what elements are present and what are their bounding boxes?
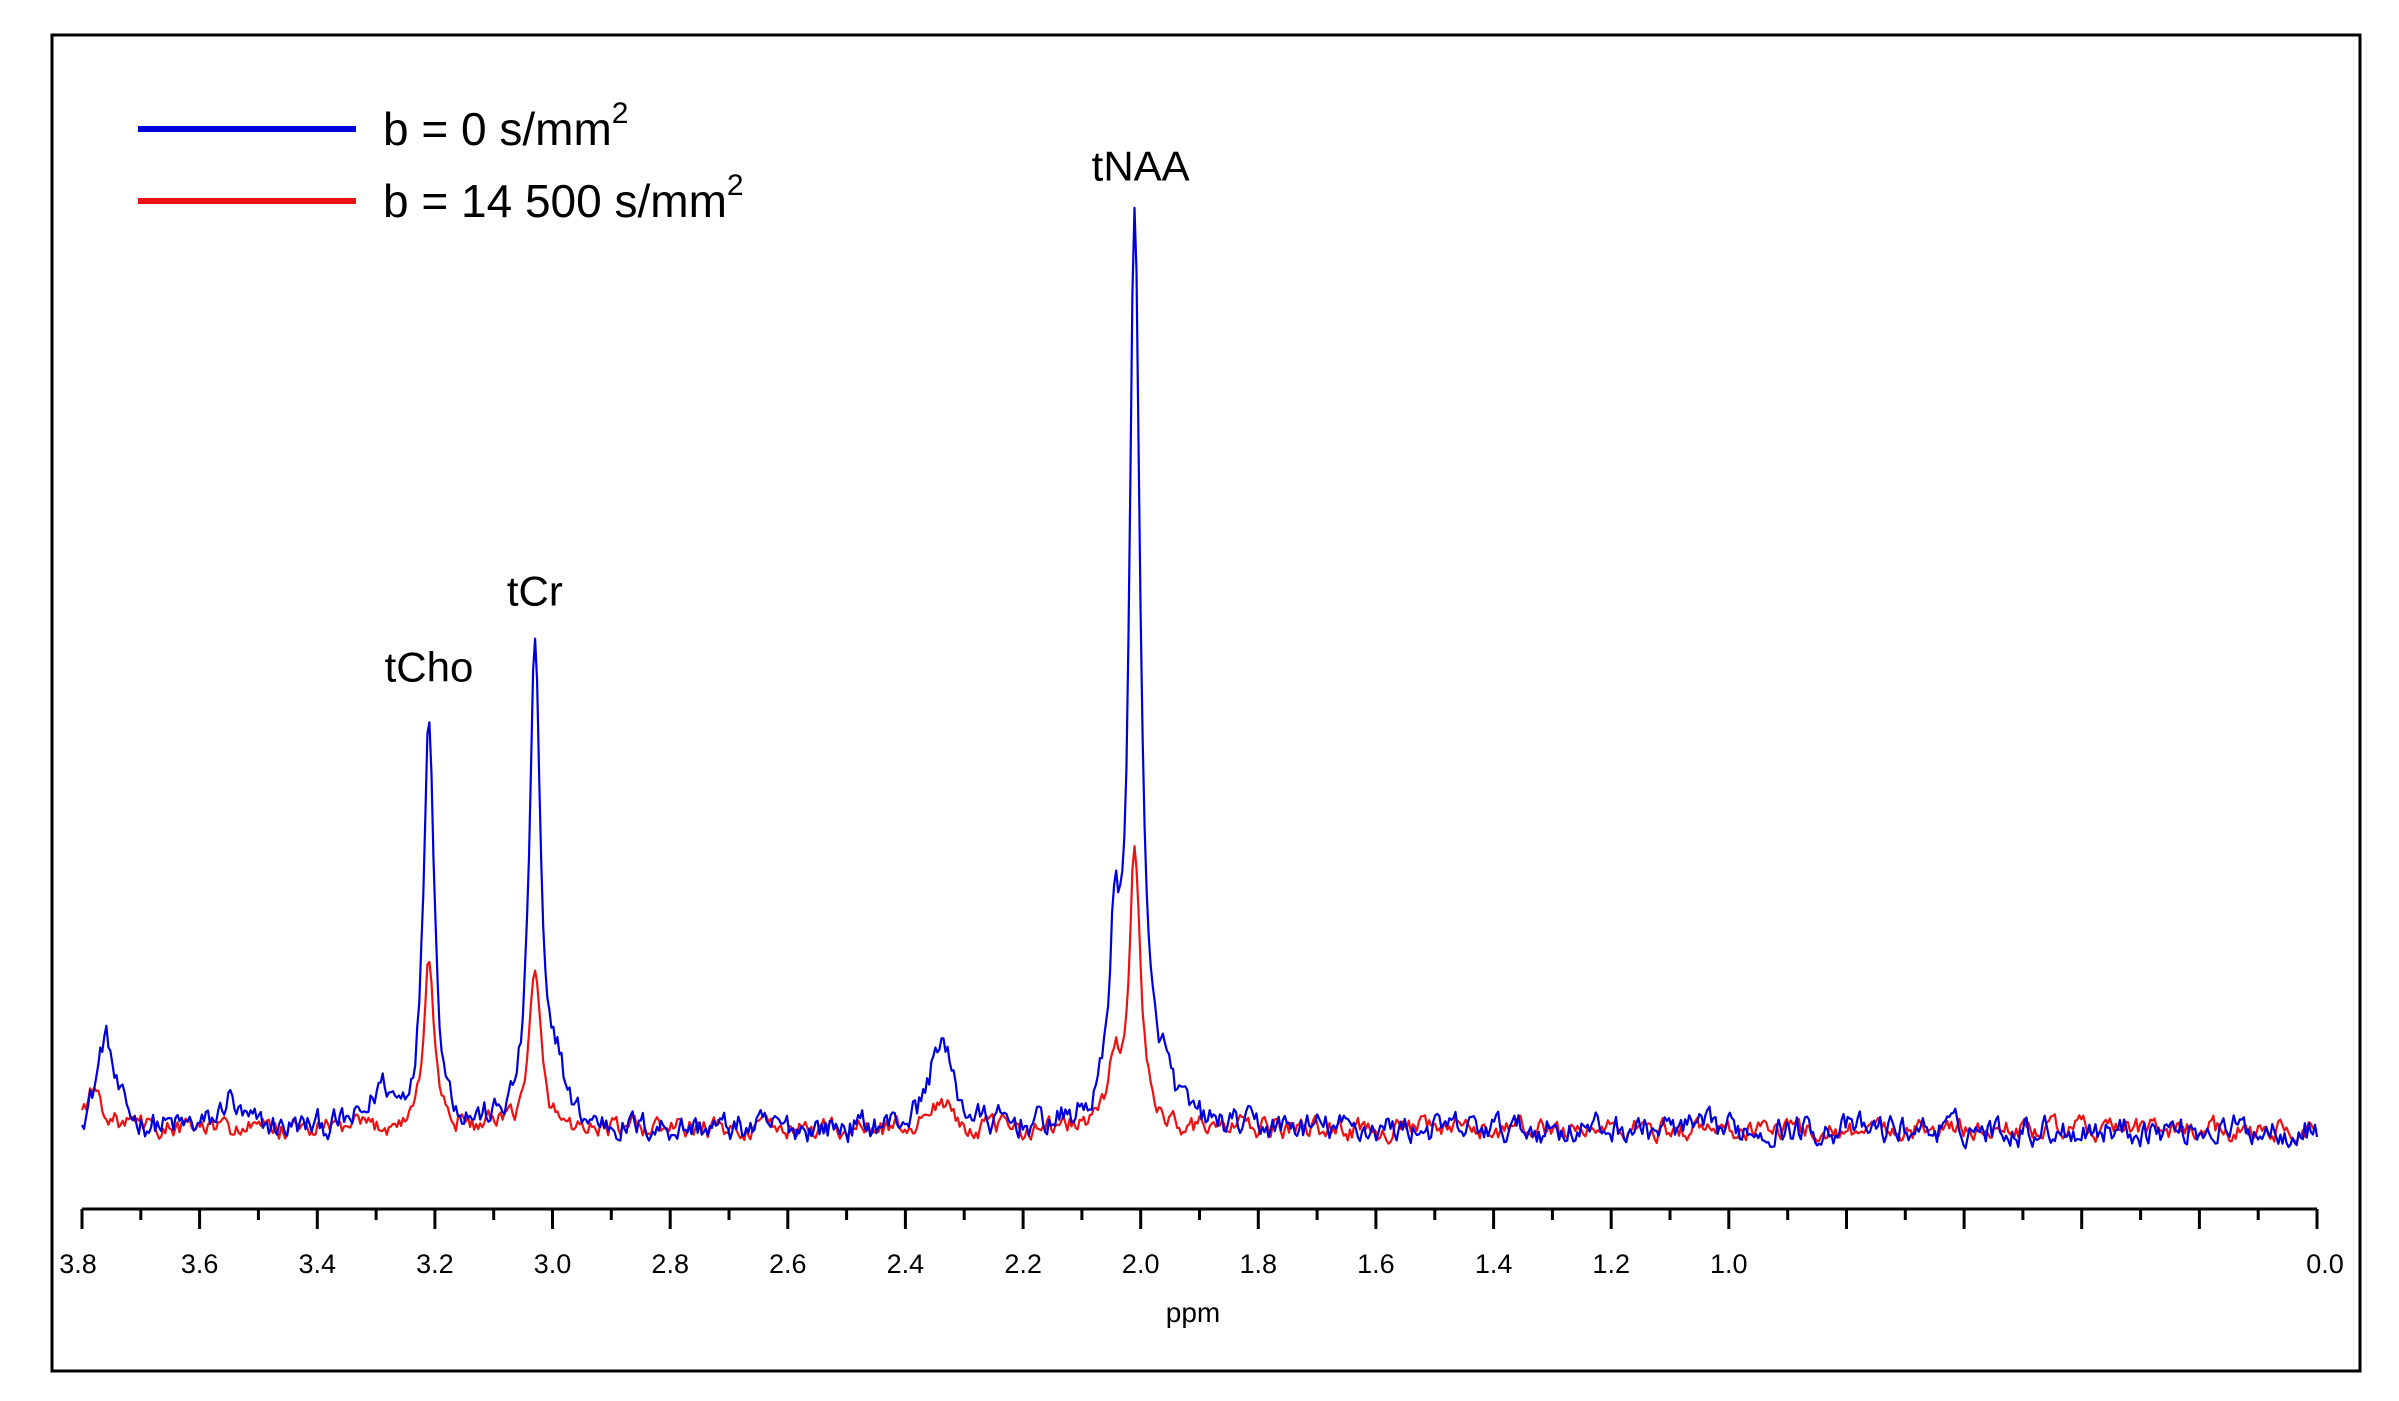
figure-frame — [50, 33, 2362, 1373]
x-axis-ticks: 3.8 3.6 3.4 3.2 3.0 2.8 2.6 2.4 2.2 2.0 1.8 1.6 1.4 1… — [59, 1209, 2344, 1279]
x-tick-label: 2.0 — [1122, 1249, 1160, 1279]
legend-label-b0: b = 0 s/mm2 — [383, 97, 628, 155]
legend: b = 0 s/mm2 b = 14 500 s/mm2 — [138, 97, 744, 227]
legend-label-b0-text: b = 0 s/mm — [383, 103, 612, 155]
x-axis-label: ppm — [1166, 1297, 1220, 1328]
x-tick-label: 3.8 — [59, 1249, 97, 1279]
series-line-b14500 — [80, 845, 2318, 1145]
x-axis: 3.8 3.6 3.4 3.2 3.0 2.8 2.6 2.4 2.2 2.0 1.8 1.6 1.4 1… — [59, 1207, 2344, 1328]
legend-label-b14500-text: b = 14 500 s/mm — [383, 175, 727, 227]
spectrum-traces — [80, 206, 2319, 1150]
x-tick-label: 3.6 — [181, 1249, 219, 1279]
x-tick-label: 1.4 — [1475, 1249, 1513, 1279]
x-tick-label: 2.8 — [651, 1249, 689, 1279]
x-tick-label: 1.6 — [1357, 1249, 1395, 1279]
peak-label-tnaa: tNAA — [1092, 142, 1190, 189]
x-tick-label: 1.8 — [1240, 1249, 1278, 1279]
x-tick-label: 2.6 — [769, 1249, 807, 1279]
x-tick-label: 1.2 — [1592, 1249, 1630, 1279]
x-tick-label: 2.2 — [1004, 1249, 1042, 1279]
x-tick-label: 3.2 — [416, 1249, 454, 1279]
x-tick-label: 0.0 — [2306, 1249, 2344, 1279]
peak-label-tcho: tCho — [385, 643, 474, 690]
x-tick-label: 2.4 — [887, 1249, 925, 1279]
legend-label-b0-sup: 2 — [612, 97, 629, 130]
series-line-b0 — [81, 206, 2319, 1150]
legend-label-b14500-sup: 2 — [727, 169, 744, 202]
x-tick-label: 1.0 — [1710, 1249, 1748, 1279]
peak-label-tcr: tCr — [507, 568, 563, 615]
legend-label-b14500: b = 14 500 s/mm2 — [383, 169, 744, 227]
x-tick-label: 3.0 — [534, 1249, 572, 1279]
x-tick-label: 3.4 — [299, 1249, 337, 1279]
